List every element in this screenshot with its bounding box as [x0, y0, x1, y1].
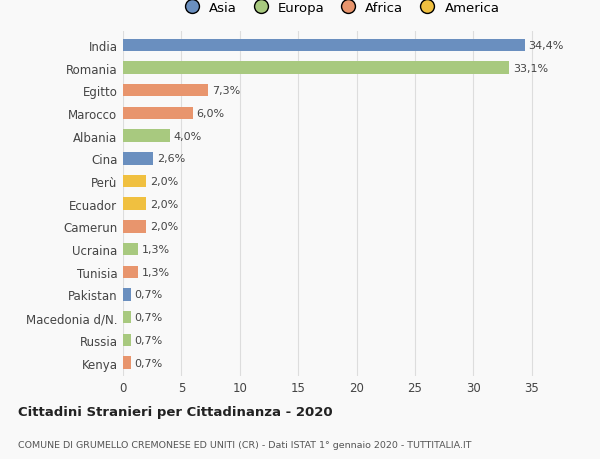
Text: 6,0%: 6,0% [197, 109, 224, 119]
Text: 2,0%: 2,0% [150, 199, 178, 209]
Text: 0,7%: 0,7% [134, 313, 163, 323]
Text: 1,3%: 1,3% [142, 245, 170, 255]
Text: 0,7%: 0,7% [134, 335, 163, 345]
Text: COMUNE DI GRUMELLO CREMONESE ED UNITI (CR) - Dati ISTAT 1° gennaio 2020 - TUTTIT: COMUNE DI GRUMELLO CREMONESE ED UNITI (C… [18, 441, 472, 449]
Bar [123, 221, 146, 233]
Bar [123, 153, 154, 165]
Bar [123, 198, 146, 211]
Bar [123, 107, 193, 120]
Bar [123, 243, 138, 256]
Text: 33,1%: 33,1% [513, 63, 548, 73]
Text: 2,6%: 2,6% [157, 154, 185, 164]
Bar [123, 311, 131, 324]
Text: 0,7%: 0,7% [134, 290, 163, 300]
Bar [123, 334, 131, 347]
Text: 1,3%: 1,3% [142, 267, 170, 277]
Text: 34,4%: 34,4% [528, 41, 563, 50]
Text: 2,0%: 2,0% [150, 222, 178, 232]
Bar [123, 62, 509, 75]
Bar [123, 266, 138, 279]
Bar [123, 357, 131, 369]
Text: 2,0%: 2,0% [150, 177, 178, 187]
Bar [123, 289, 131, 301]
Text: 4,0%: 4,0% [173, 131, 202, 141]
Bar [123, 130, 170, 143]
Bar [123, 85, 208, 97]
Legend: Asia, Europa, Africa, America: Asia, Europa, Africa, America [176, 0, 502, 17]
Bar [123, 39, 524, 52]
Bar [123, 175, 146, 188]
Text: 7,3%: 7,3% [212, 86, 240, 96]
Text: 0,7%: 0,7% [134, 358, 163, 368]
Text: Cittadini Stranieri per Cittadinanza - 2020: Cittadini Stranieri per Cittadinanza - 2… [18, 405, 332, 419]
